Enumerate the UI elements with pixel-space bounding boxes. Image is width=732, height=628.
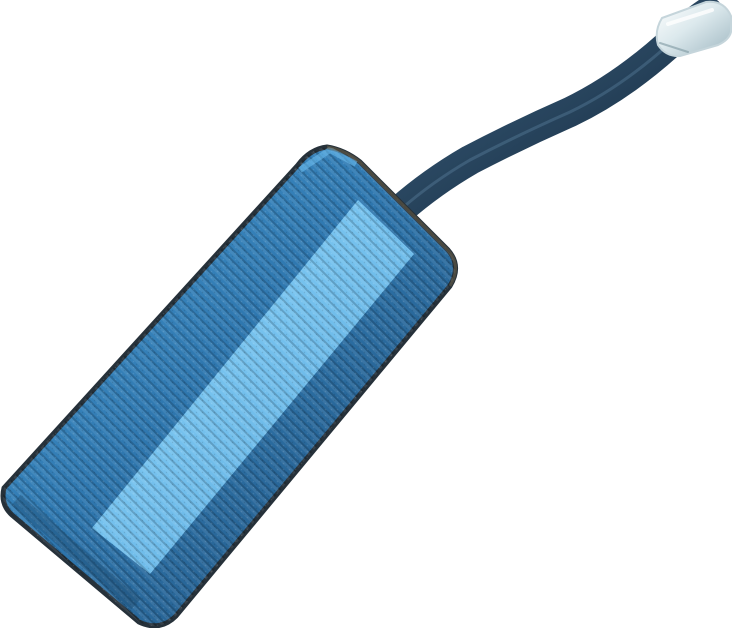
usb-c-plug <box>655 0 732 58</box>
